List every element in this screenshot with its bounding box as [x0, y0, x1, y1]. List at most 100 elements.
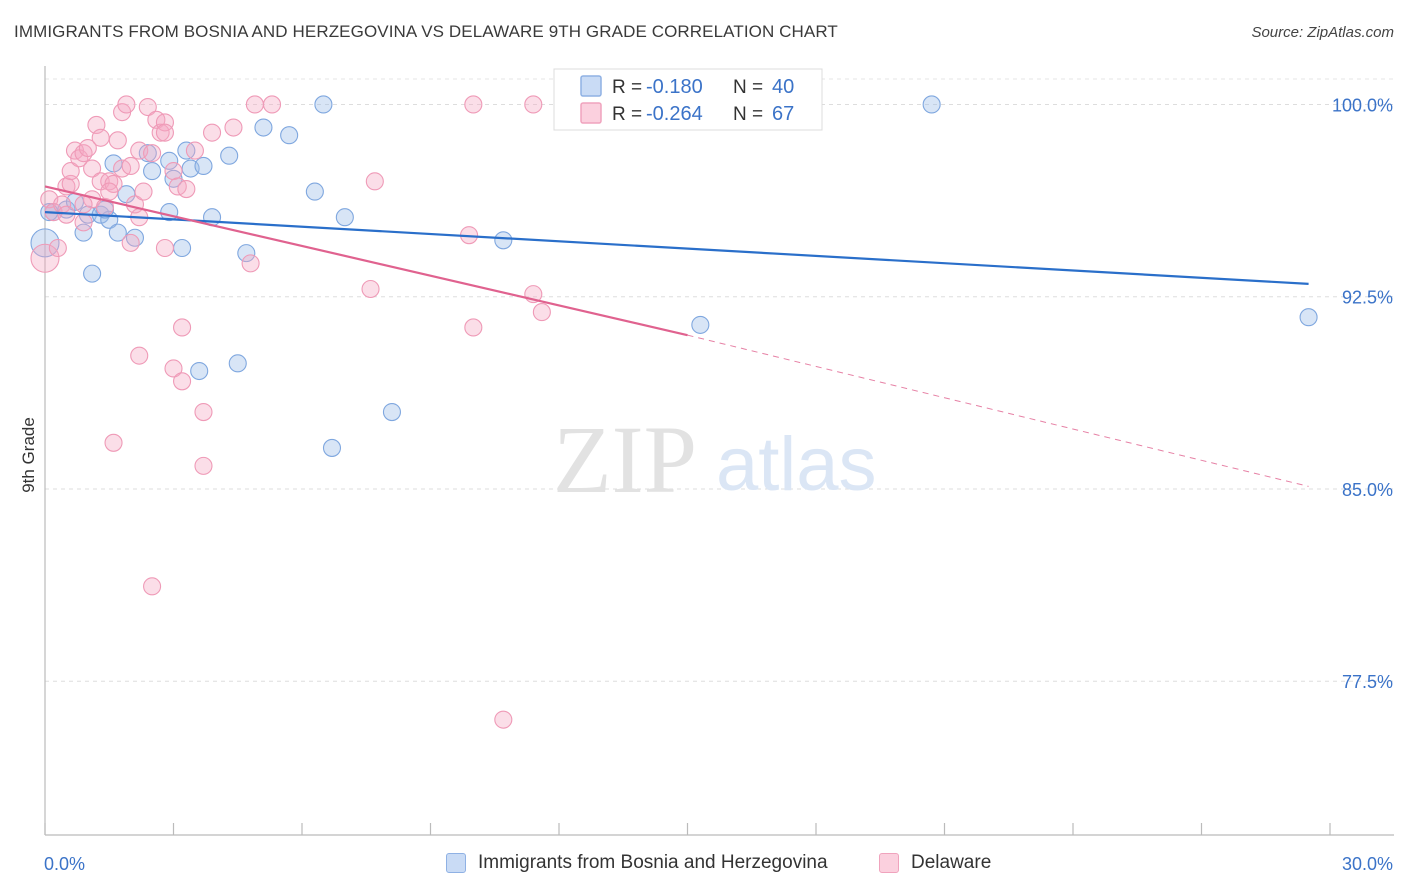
point-0-36[interactable]	[922, 95, 941, 114]
point-0-5[interactable]	[83, 264, 102, 283]
point-1-56[interactable]	[361, 279, 380, 299]
point-1-37[interactable]	[155, 123, 174, 142]
point-1-32[interactable]	[138, 97, 157, 117]
point-1-65[interactable]	[100, 182, 119, 201]
stats-n-value-0: 40	[772, 76, 794, 98]
point-1-25[interactable]	[117, 95, 136, 114]
point-1-38[interactable]	[155, 238, 174, 258]
point-1-3[interactable]	[48, 238, 67, 258]
point-1-12[interactable]	[74, 213, 93, 232]
point-1-57[interactable]	[365, 172, 384, 191]
point-1-0[interactable]	[30, 243, 60, 273]
point-1-8[interactable]	[61, 162, 80, 181]
watermark-zip: ZIP	[553, 406, 697, 513]
point-0-18[interactable]	[173, 238, 192, 258]
point-1-39[interactable]	[164, 162, 183, 181]
stats-legend: R = -0.180 N = 40 R = -0.264 N = 67	[553, 68, 823, 131]
legend-swatch-delaware	[879, 853, 899, 873]
source-label: Source: ZipAtlas.com	[1251, 24, 1394, 41]
point-1-51[interactable]	[194, 402, 213, 422]
point-0-10[interactable]	[108, 223, 127, 242]
trend-line-1	[44, 185, 688, 337]
point-1-47[interactable]	[173, 318, 192, 337]
trend-lines	[44, 185, 1309, 487]
point-1-52[interactable]	[104, 433, 123, 452]
series-0-points	[30, 95, 1318, 457]
point-0-0[interactable]	[30, 228, 60, 258]
point-1-15[interactable]	[83, 159, 102, 178]
point-0-29[interactable]	[335, 208, 354, 227]
stats-swatch-1	[580, 102, 602, 124]
point-0-14[interactable]	[143, 162, 162, 181]
y-tick-label-2: 85.0%	[1342, 480, 1393, 500]
point-1-49[interactable]	[164, 359, 183, 378]
legend-label-bosnia: Immigrants from Bosnia and Herzegovina	[478, 852, 828, 873]
point-0-31[interactable]	[228, 354, 247, 373]
y-axis-label: 9th Grade	[19, 417, 38, 493]
point-1-46[interactable]	[262, 95, 282, 114]
trend-line-0	[44, 211, 1309, 285]
stats-r-value-1: -0.264	[646, 103, 703, 125]
point-1-17[interactable]	[91, 128, 110, 147]
legend-swatch-bosnia	[446, 853, 466, 873]
point-1-33[interactable]	[143, 144, 162, 163]
watermark: ZIP atlas	[553, 406, 877, 513]
point-1-63[interactable]	[532, 303, 551, 322]
point-1-26[interactable]	[121, 156, 140, 176]
point-0-34[interactable]	[494, 231, 513, 250]
point-0-21[interactable]	[194, 156, 213, 176]
gridlines	[45, 78, 1394, 682]
point-0-28[interactable]	[314, 95, 333, 114]
point-0-33[interactable]	[382, 402, 402, 422]
x-tick-label-0: 0.0%	[44, 854, 85, 874]
point-1-45[interactable]	[245, 95, 264, 114]
point-1-27[interactable]	[121, 233, 140, 252]
point-1-13[interactable]	[78, 138, 97, 158]
point-0-25[interactable]	[254, 118, 273, 137]
legend-item-bosnia[interactable]: Immigrants from Bosnia and Herzegovina	[446, 852, 828, 874]
point-1-54[interactable]	[143, 577, 162, 596]
stats-n-label-1: N =	[733, 104, 763, 125]
bottom-legend: Immigrants from Bosnia and Herzegovina D…	[0, 848, 1406, 880]
point-0-27[interactable]	[305, 182, 324, 201]
stats-swatch-0	[580, 75, 602, 97]
point-1-64[interactable]	[494, 710, 513, 729]
point-1-60[interactable]	[464, 318, 483, 337]
series-1-points	[30, 95, 551, 729]
point-0-23[interactable]	[220, 146, 239, 165]
point-1-44[interactable]	[224, 118, 243, 137]
point-1-50[interactable]	[173, 372, 192, 391]
point-1-42[interactable]	[185, 141, 204, 160]
point-0-32[interactable]	[322, 438, 342, 457]
point-0-37[interactable]	[1299, 308, 1318, 327]
y-tick-label-0: 100.0%	[1332, 95, 1393, 115]
stats-r-label-0: R =	[612, 77, 642, 98]
point-0-26[interactable]	[280, 126, 299, 145]
y-tick-label-1: 92.5%	[1342, 288, 1393, 308]
point-1-48[interactable]	[130, 346, 149, 365]
series-points	[30, 95, 1318, 729]
point-0-24[interactable]	[237, 244, 256, 263]
point-1-22[interactable]	[108, 131, 127, 150]
point-0-16[interactable]	[160, 151, 179, 170]
tick-labels: 100.0% 92.5% 85.0% 77.5% 0.0% 30.0%	[44, 95, 1393, 874]
point-1-66[interactable]	[74, 195, 93, 214]
point-0-30[interactable]	[190, 361, 209, 381]
stats-n-value-1: 67	[772, 103, 794, 125]
point-1-41[interactable]	[177, 179, 196, 199]
point-1-61[interactable]	[524, 95, 543, 114]
point-0-4[interactable]	[74, 223, 93, 242]
point-1-55[interactable]	[241, 254, 260, 273]
point-1-36[interactable]	[155, 113, 174, 132]
point-1-35[interactable]	[151, 123, 170, 142]
point-1-43[interactable]	[203, 123, 222, 142]
point-0-35[interactable]	[691, 315, 710, 334]
point-1-53[interactable]	[194, 456, 213, 475]
point-1-31[interactable]	[134, 182, 153, 201]
legend-item-delaware[interactable]: Delaware	[879, 852, 991, 874]
stats-n-label-0: N =	[733, 77, 763, 98]
point-1-59[interactable]	[464, 95, 483, 114]
chart-title: IMMIGRANTS FROM BOSNIA AND HERZEGOVINA V…	[14, 22, 838, 41]
stats-r-label-1: R =	[612, 104, 642, 125]
